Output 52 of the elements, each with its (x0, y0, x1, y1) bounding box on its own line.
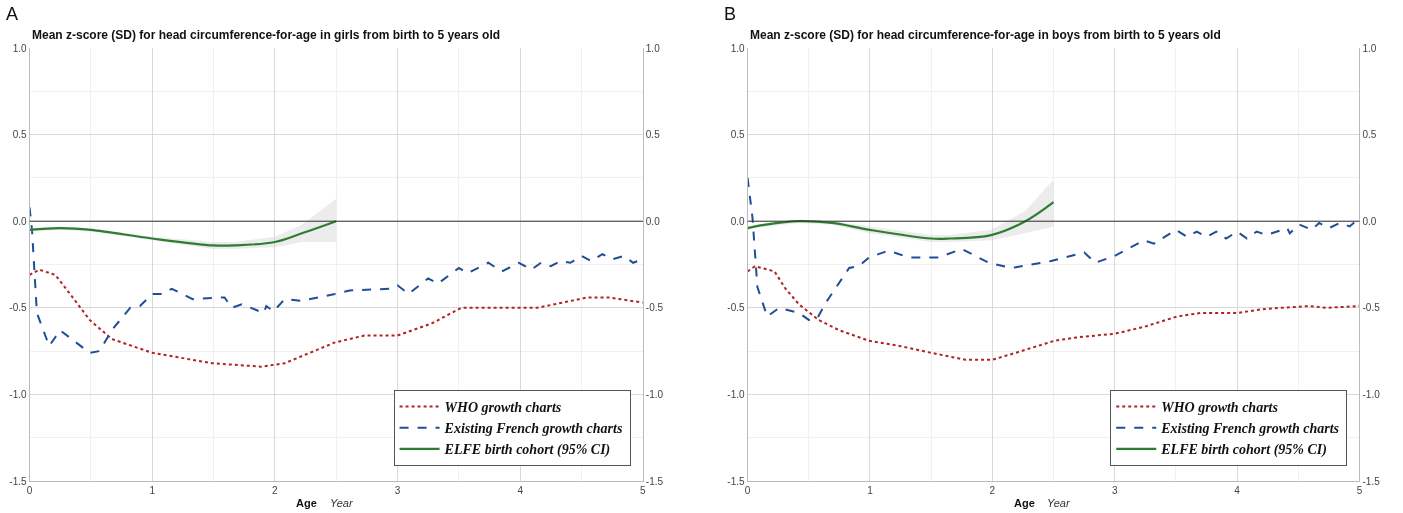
line-series (747, 201, 1055, 240)
legend-label: ELFE birth cohort (95% CI) (443, 442, 611, 459)
x-tick-label: 2 (272, 485, 279, 496)
text: Year (1047, 497, 1071, 509)
y-tick-label: 0.0 (12, 215, 27, 227)
y2-tick-label: 0.5 (1362, 129, 1377, 141)
legend-label: WHO growth charts (444, 399, 562, 415)
x-tick-label: 5 (640, 485, 647, 496)
chart-title: Mean z-score (SD) for head circumference-for-age in girls from birth to 5 years old (32, 28, 501, 42)
y2-tick-label: 0.5 (645, 129, 661, 141)
y-tick-label: -1.5 (9, 475, 27, 487)
x-tick-label: 0 (744, 485, 751, 496)
legend-label: ELFE birth cohort (95% CI) (1160, 442, 1327, 459)
x-tick-label: 0 (26, 485, 33, 496)
y-tick-label: -1.0 (9, 388, 27, 400)
y2-tick-label: -1.0 (1362, 388, 1381, 400)
y2-tick-label: 0.0 (1362, 215, 1377, 227)
y2-tick-label: -1.5 (645, 475, 664, 487)
legend-label: Existing French growth charts (443, 421, 623, 437)
y2-tick-label: -0.5 (645, 302, 664, 314)
x-tick-label: 4 (517, 485, 524, 496)
y2-tick-label: -0.5 (1362, 302, 1381, 314)
y2-tick-label: 1.0 (1362, 42, 1377, 54)
y-tick-label: -1.5 (727, 475, 746, 487)
y-tick-label: 0.5 (730, 129, 746, 141)
legend-label: Existing French growth charts (1160, 421, 1340, 437)
x-tick-label: 4 (1234, 485, 1241, 496)
y2-tick-label: -1.0 (645, 388, 664, 400)
x-tick-label: 5 (1356, 485, 1363, 496)
y2-tick-label: -1.5 (1362, 475, 1381, 487)
y-tick-label: 1.0 (730, 42, 746, 54)
x-tick-label: 1 (149, 485, 156, 496)
x-tick-label: 1 (867, 485, 874, 496)
x-tick-label: 3 (1111, 485, 1118, 496)
y-tick-label: 0.5 (12, 129, 27, 141)
text: Year (330, 497, 354, 509)
line-series (29, 220, 338, 247)
text: B (724, 4, 737, 24)
y2-tick-label: 1.0 (645, 42, 661, 54)
text: A (6, 4, 19, 24)
legend-label: WHO growth charts (1161, 399, 1279, 415)
x-axis-title: Age (296, 497, 317, 509)
y-tick-label: 0.0 (730, 215, 746, 227)
x-tick-label: 3 (394, 485, 401, 496)
y-tick-label: -1.0 (727, 388, 746, 400)
y-tick-label: -0.5 (9, 302, 27, 314)
y-tick-label: 1.0 (12, 42, 27, 54)
y-tick-label: -0.5 (727, 302, 746, 314)
y2-tick-label: 0.0 (645, 215, 661, 227)
x-tick-label: 2 (989, 485, 996, 496)
x-axis-title: Age (1014, 497, 1035, 509)
chart-title: Mean z-score (SD) for head circumference-for-age in boys from birth to 5 years old (750, 28, 1221, 42)
